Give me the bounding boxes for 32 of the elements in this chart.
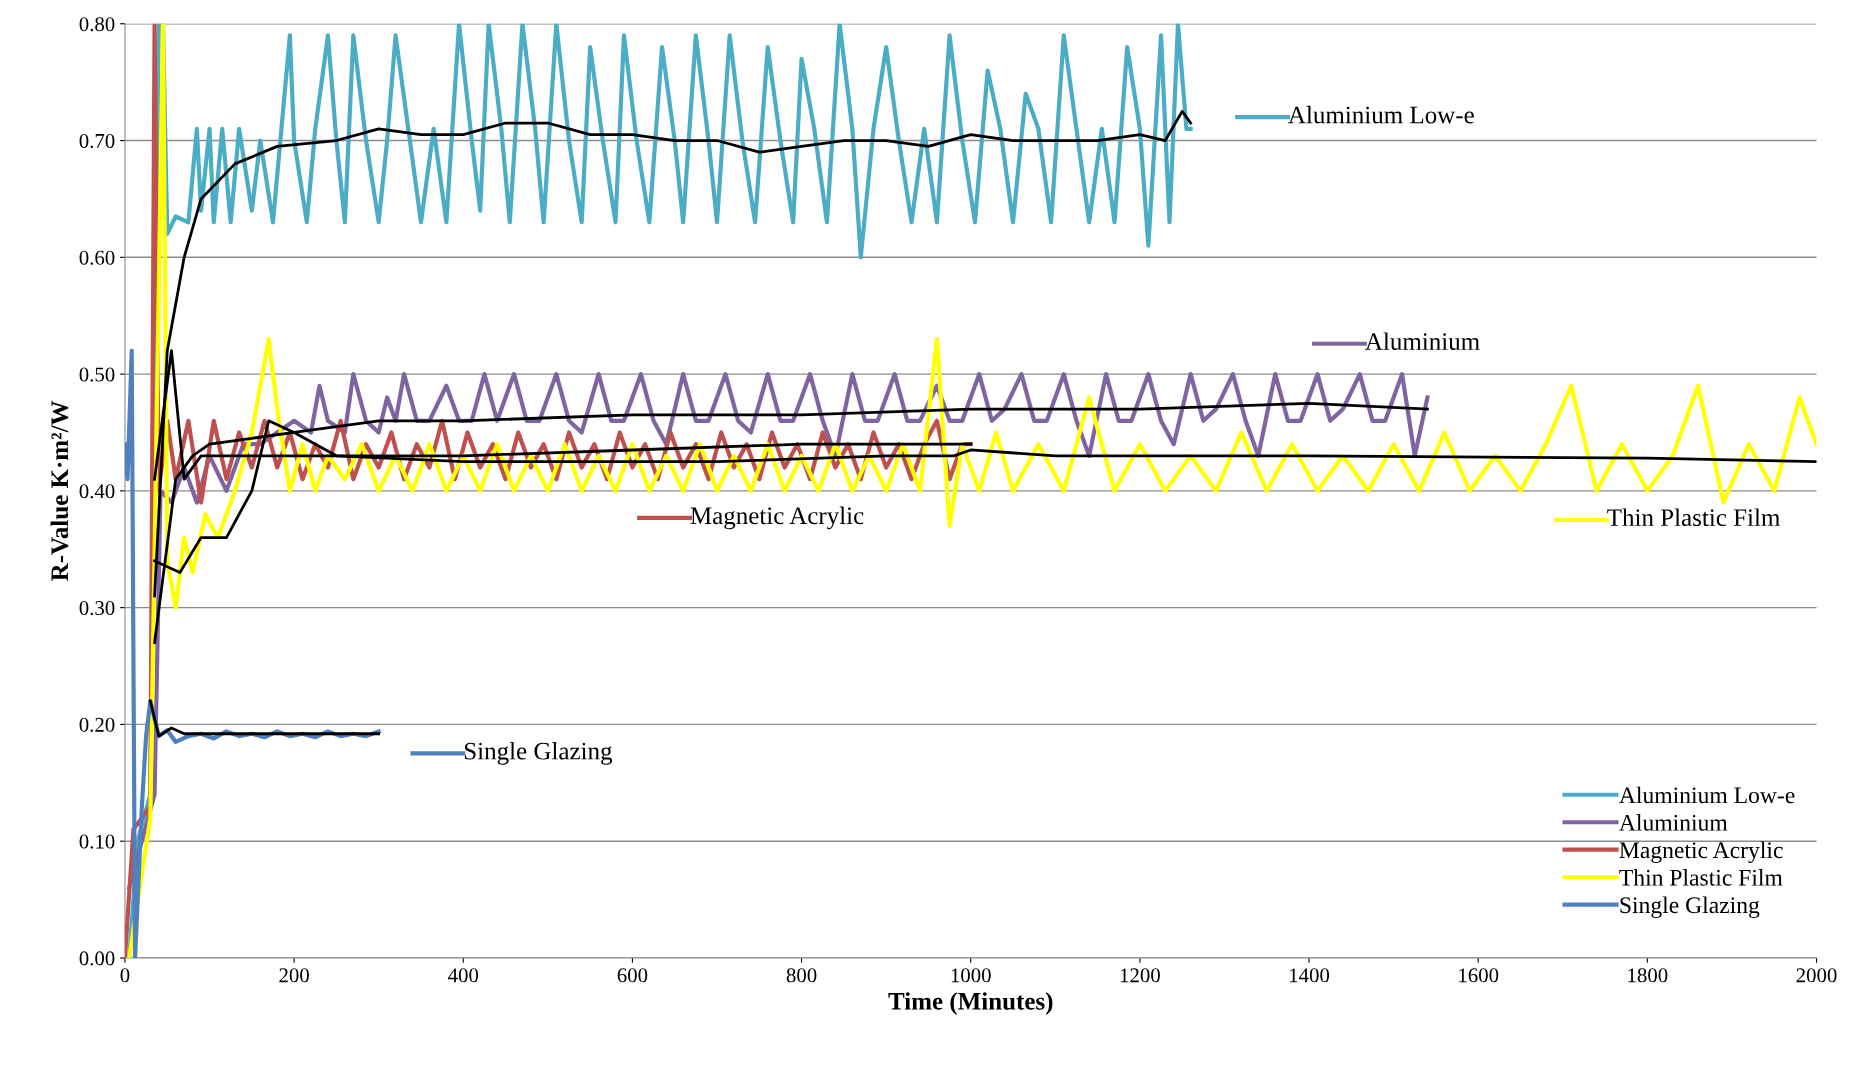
y-axis-title: R-Value K·m²/W [50, 400, 69, 581]
legend-label: Single Glazing [1620, 896, 1760, 919]
annotation: Magnetic Acrylic [690, 506, 864, 530]
annotation: Single Glazing [464, 742, 613, 765]
y-tick-label: 0.20 [79, 717, 115, 732]
legend-label: Thin Plastic Film [1619, 869, 1783, 886]
y-tick-label: 0.30 [79, 601, 115, 616]
x-tick-label: 1200 [1120, 968, 1160, 983]
y-tick-label: 0.40 [79, 484, 115, 499]
legend-label: Magnetic Acrylic [1619, 841, 1783, 864]
y-tick-label: 0.10 [79, 834, 115, 849]
y-tick-label: 0.50 [79, 367, 115, 382]
x-axis-title: Time (Minutes) [888, 992, 1053, 1015]
legend-label: Aluminium [1619, 814, 1728, 831]
legend-label: Aluminium Low-e [1619, 786, 1795, 804]
annotation: Aluminium Low-e [1288, 105, 1474, 124]
y-tick-label: 0.80 [79, 17, 115, 32]
x-tick-label: 1800 [1628, 968, 1668, 983]
x-tick-label: 0 [120, 968, 130, 983]
x-tick-label: 200 [279, 968, 309, 983]
x-tick-label: 400 [448, 968, 479, 983]
annotation: Aluminium [1365, 332, 1480, 350]
x-tick-label: 600 [617, 968, 648, 983]
y-tick-label: 0.00 [79, 951, 115, 966]
annotation: Thin Plastic Film [1607, 508, 1780, 527]
x-tick-label: 1600 [1459, 968, 1499, 983]
x-tick-label: 2000 [1796, 968, 1837, 983]
y-tick-label: 0.60 [79, 250, 115, 265]
x-tick-label: 800 [786, 968, 817, 983]
x-tick-label: 1000 [951, 968, 991, 983]
x-tick-label: 1400 [1290, 968, 1330, 983]
y-tick-label: 0.70 [79, 133, 115, 149]
